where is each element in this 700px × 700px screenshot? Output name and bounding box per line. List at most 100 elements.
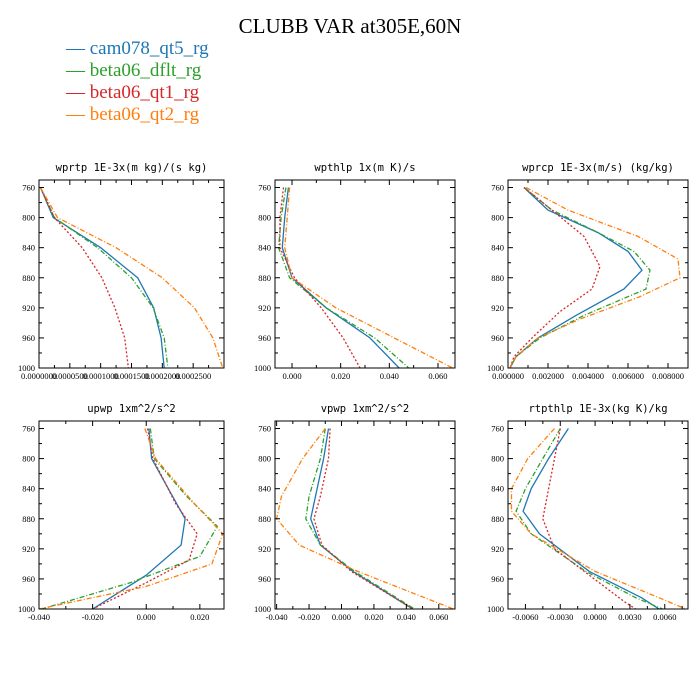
x-tick-label: 0.0000000 — [21, 371, 57, 381]
y-tick-label: 920 — [258, 303, 271, 313]
chart-panel-2: wpthlp 1x(m K)/s 760 800 840 880 920 960 1000 0.… — [254, 162, 456, 381]
x-tick-label: 0.008000 — [652, 371, 684, 381]
series-line-3 — [39, 187, 130, 368]
plot-frame — [507, 179, 689, 369]
x-tick-label: 0.060 — [428, 371, 447, 381]
y-tick-label: 880 — [258, 514, 271, 524]
y-tick-label: 840 — [258, 484, 271, 494]
plot-frame — [38, 179, 225, 369]
plot-frame — [274, 420, 456, 610]
series-line-3 — [279, 187, 361, 368]
series-line-2 — [515, 428, 663, 609]
x-tick-label: 0.020 — [331, 371, 350, 381]
legend: — cam078_qt5_rg — beta06_dflt_rg — beta0… — [66, 38, 209, 126]
y-tick-label: 880 — [491, 273, 504, 283]
x-tick-label: -0.040 — [28, 612, 50, 622]
panel-title: vpwp 1xm^2/s^2 — [321, 403, 410, 415]
y-tick-label: 1000 — [18, 604, 35, 614]
y-tick-label: 800 — [258, 454, 271, 464]
series-line-1 — [92, 428, 186, 609]
panel-title: wprtp 1E-3x(m kg)/(s kg) — [56, 162, 208, 174]
y-tick-label: 960 — [22, 333, 35, 343]
series-line-1 — [522, 428, 660, 609]
legend-item-beta06-qt2: — beta06_qt2_rg — [66, 104, 200, 125]
x-tick-label: 0.040 — [397, 612, 416, 622]
chart-panel-5: vpwp 1xm^2/s^27608008408809209601000-0.0… — [254, 403, 456, 622]
plot-frame — [507, 420, 689, 610]
legend-label: beta06_qt2_rg — [89, 104, 200, 125]
x-tick-label: -0.020 — [298, 612, 320, 622]
y-tick-label: 1000 — [254, 604, 271, 614]
y-tick-label: 760 — [491, 183, 504, 193]
x-tick-label: -0.0030 — [547, 612, 573, 622]
y-tick-label: 800 — [258, 213, 271, 223]
y-tick-label: 920 — [491, 544, 504, 554]
x-tick-label: 0.004000 — [572, 371, 604, 381]
series-line-4 — [275, 428, 454, 609]
x-tick-label: -0.0060 — [512, 612, 538, 622]
y-tick-label: 920 — [22, 303, 35, 313]
plot-frame — [274, 179, 456, 369]
figure-title: CLUBB VAR at305E,60N — [238, 14, 462, 38]
y-tick-label: 800 — [22, 454, 35, 464]
series-line-2 — [305, 428, 415, 609]
panel-title: wpthlp 1x(m K)/s — [314, 162, 415, 174]
x-tick-label: 0.0001500 — [113, 371, 149, 381]
series-line-3 — [509, 186, 601, 368]
y-tick-label: 960 — [491, 333, 504, 343]
chart-panel-3: wprcp 1E-3x(m/s) (kg/kg) 760 800 840 880 920 9… — [487, 162, 689, 381]
y-tick-label: 760 — [22, 183, 35, 193]
y-tick-label: 760 — [491, 424, 504, 434]
y-tick-label: 920 — [22, 544, 35, 554]
x-tick-label: 0.002000 — [532, 371, 564, 381]
legend-label: beta06_dflt_rg — [89, 60, 202, 81]
y-tick-label: 920 — [491, 303, 504, 313]
panel-title: upwp 1xm^2/s^2 — [87, 403, 176, 415]
legend-label: beta06_qt1_rg — [89, 82, 200, 103]
series-line-4 — [39, 187, 224, 368]
series-line-2 — [39, 187, 169, 368]
series-line-3 — [313, 428, 414, 609]
series-line-1 — [39, 187, 165, 368]
y-tick-label: 880 — [491, 514, 504, 524]
y-tick-label: 1000 — [254, 363, 271, 373]
y-tick-label: 800 — [491, 213, 504, 223]
x-tick-label: 0.040 — [380, 371, 399, 381]
x-tick-label: 0.0000 — [583, 612, 606, 622]
series-line-2 — [41, 428, 219, 609]
series-line-4 — [510, 428, 686, 609]
y-tick-label: 760 — [22, 424, 35, 434]
x-tick-label: 0.020 — [190, 612, 209, 622]
series-line-3 — [542, 428, 637, 609]
y-tick-label: 960 — [22, 574, 35, 584]
y-tick-label: 880 — [22, 273, 35, 283]
plot-frame — [38, 420, 225, 610]
x-tick-label: -0.020 — [82, 612, 104, 622]
chart-panel-4: upwp 1xm^2/s^27608008408809209601000-0.0… — [18, 403, 225, 622]
x-tick-label: 0.000 — [282, 371, 301, 381]
y-tick-label: 840 — [491, 243, 504, 253]
x-tick-label: 0.0060 — [653, 612, 676, 622]
series-line-1 — [281, 187, 400, 368]
y-tick-label: 1000 — [487, 604, 504, 614]
y-tick-label: 880 — [22, 514, 35, 524]
series-line-2 — [509, 186, 651, 368]
x-tick-label: 0.0002000 — [144, 371, 180, 381]
x-tick-label: 0.000 — [137, 612, 156, 622]
y-tick-label: 840 — [22, 484, 35, 494]
y-tick-label: 960 — [258, 333, 271, 343]
legend-item-cam078: — cam078_qt5_rg — [66, 38, 209, 59]
x-tick-label: 0.006000 — [612, 371, 644, 381]
series-line-3 — [92, 428, 198, 609]
x-tick-label: 0.000000 — [492, 371, 524, 381]
series-line-2 — [277, 187, 410, 368]
y-tick-label: 960 — [258, 574, 271, 584]
y-tick-label: 1000 — [487, 363, 504, 373]
chart-panel-6: rtpthlp 1E-3x(kg K)/kg 760 800 840 880 920 960… — [487, 403, 689, 622]
y-tick-label: 840 — [22, 243, 35, 253]
y-tick-label: 1000 — [18, 363, 35, 373]
legend-item-beta06-qt1: — beta06_qt1_rg — [66, 82, 200, 103]
x-tick-label: 0.060 — [429, 612, 448, 622]
